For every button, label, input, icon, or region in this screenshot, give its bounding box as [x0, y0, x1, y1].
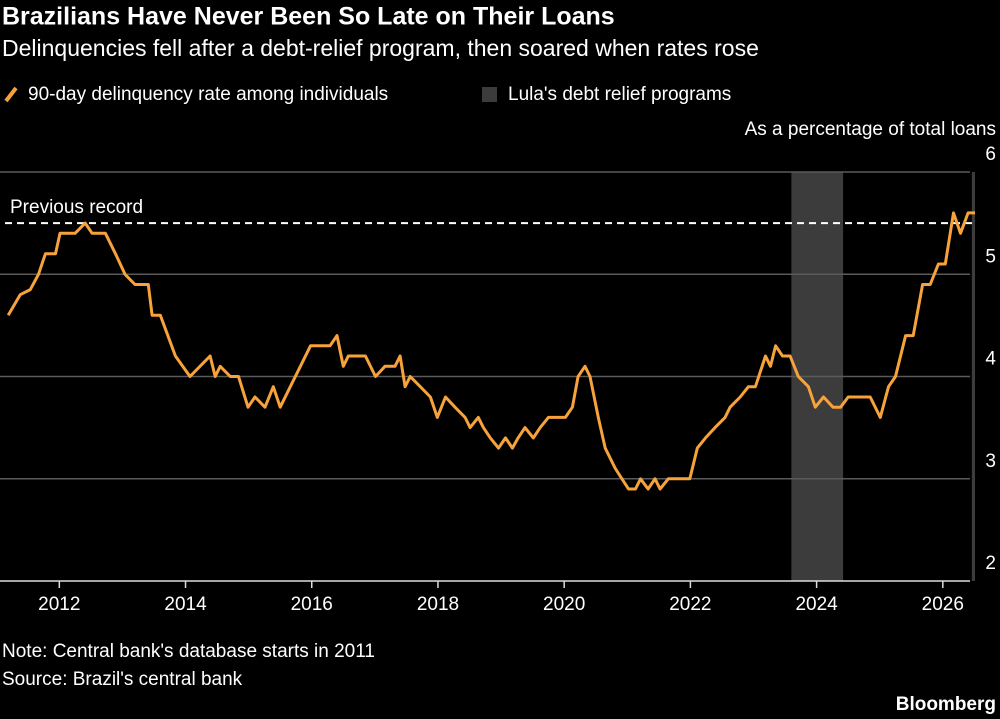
reference-label: Previous record [10, 197, 143, 218]
x-tick-label: 2016 [291, 594, 333, 615]
x-tick-label: 2012 [38, 594, 80, 615]
chart-title: Brazilians Have Never Been So Late on Th… [2, 3, 615, 31]
x-tick-label: 2020 [543, 594, 585, 615]
y-tick-label: 5 [985, 246, 996, 267]
y-tick-label: 6 [985, 144, 996, 165]
shaded-region [971, 172, 975, 581]
y-tick-label: 2 [985, 553, 996, 574]
branding: Bloomberg [896, 694, 996, 715]
y-tick-label: 3 [985, 451, 996, 472]
legend: 90-day delinquency rate among individual… [4, 84, 731, 105]
x-tick-label: 2018 [417, 594, 459, 615]
legend-line-icon [4, 86, 18, 103]
x-tick-label: 2024 [795, 594, 838, 615]
legend-shade-icon [482, 87, 497, 102]
y-axis-label: As a percentage of total loans [745, 119, 996, 140]
legend-label: Lula's debt relief programs [508, 84, 731, 105]
x-tick-label: 2026 [922, 594, 964, 615]
y-tick-label: 4 [985, 349, 996, 370]
series-line [6, 211, 975, 491]
legend-label: 90-day delinquency rate among individual… [28, 84, 388, 105]
x-tick-label: 2014 [164, 594, 207, 615]
x-tick-label: 2022 [669, 594, 711, 615]
note: Note: Central bank's database starts in … [2, 641, 375, 662]
source: Source: Brazil's central bank [2, 669, 243, 690]
chart-subtitle: Delinquencies fell after a debt-relief p… [2, 35, 759, 61]
